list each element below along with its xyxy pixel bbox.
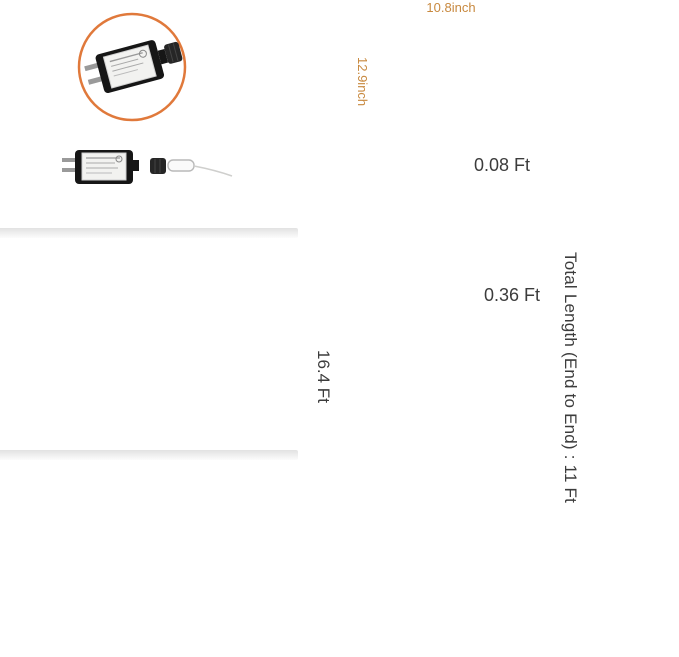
bulb-spacing-label: 0.36 Ft — [484, 285, 541, 305]
section-divider — [0, 450, 298, 460]
snowflake-width-label: 10.8inch — [426, 0, 476, 15]
section-divider — [0, 228, 298, 238]
curtain-length-label: 16.4 Ft — [314, 350, 333, 403]
snowflake-height-label: 12.9inch — [355, 57, 370, 107]
adapter-drawing — [84, 40, 183, 93]
adapter-plug-closeup-circle — [77, 12, 187, 122]
total-length-label: Total Length (End to End) : 11 Ft — [561, 252, 580, 504]
top-drop-label: 0.08 Ft — [474, 155, 531, 175]
adapter-and-connector-photo — [62, 150, 233, 184]
